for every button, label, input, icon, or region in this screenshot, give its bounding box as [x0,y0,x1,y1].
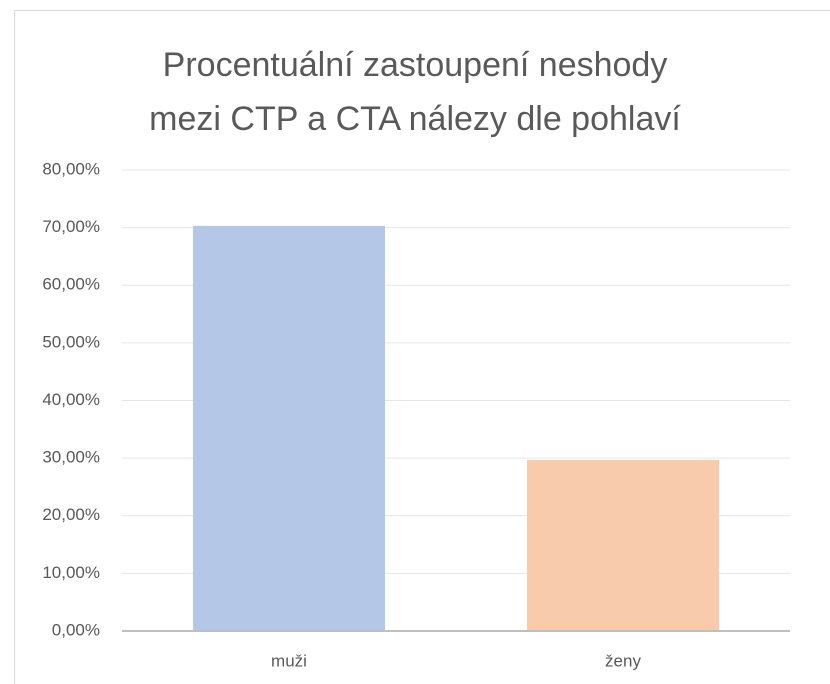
y-tick-label: 10,00% [42,563,100,582]
y-tick-label: 40,00% [42,390,100,409]
x-tick-label: muži [271,651,307,670]
bar [192,225,386,632]
y-tick-label: 60,00% [42,275,100,294]
chart-frame [14,10,830,684]
y-tick-label: 20,00% [42,505,100,524]
y-tick-label: 0,00% [52,620,100,639]
x-tick-label: ženy [605,651,641,670]
bar [526,459,720,631]
y-tick-label: 70,00% [42,217,100,236]
y-tick-label: 50,00% [42,332,100,351]
y-tick-label: 30,00% [42,448,100,467]
chart-title: Procentuální zastoupení neshody mezi CTP… [149,46,681,138]
y-tick-label: 80,00% [42,159,100,178]
